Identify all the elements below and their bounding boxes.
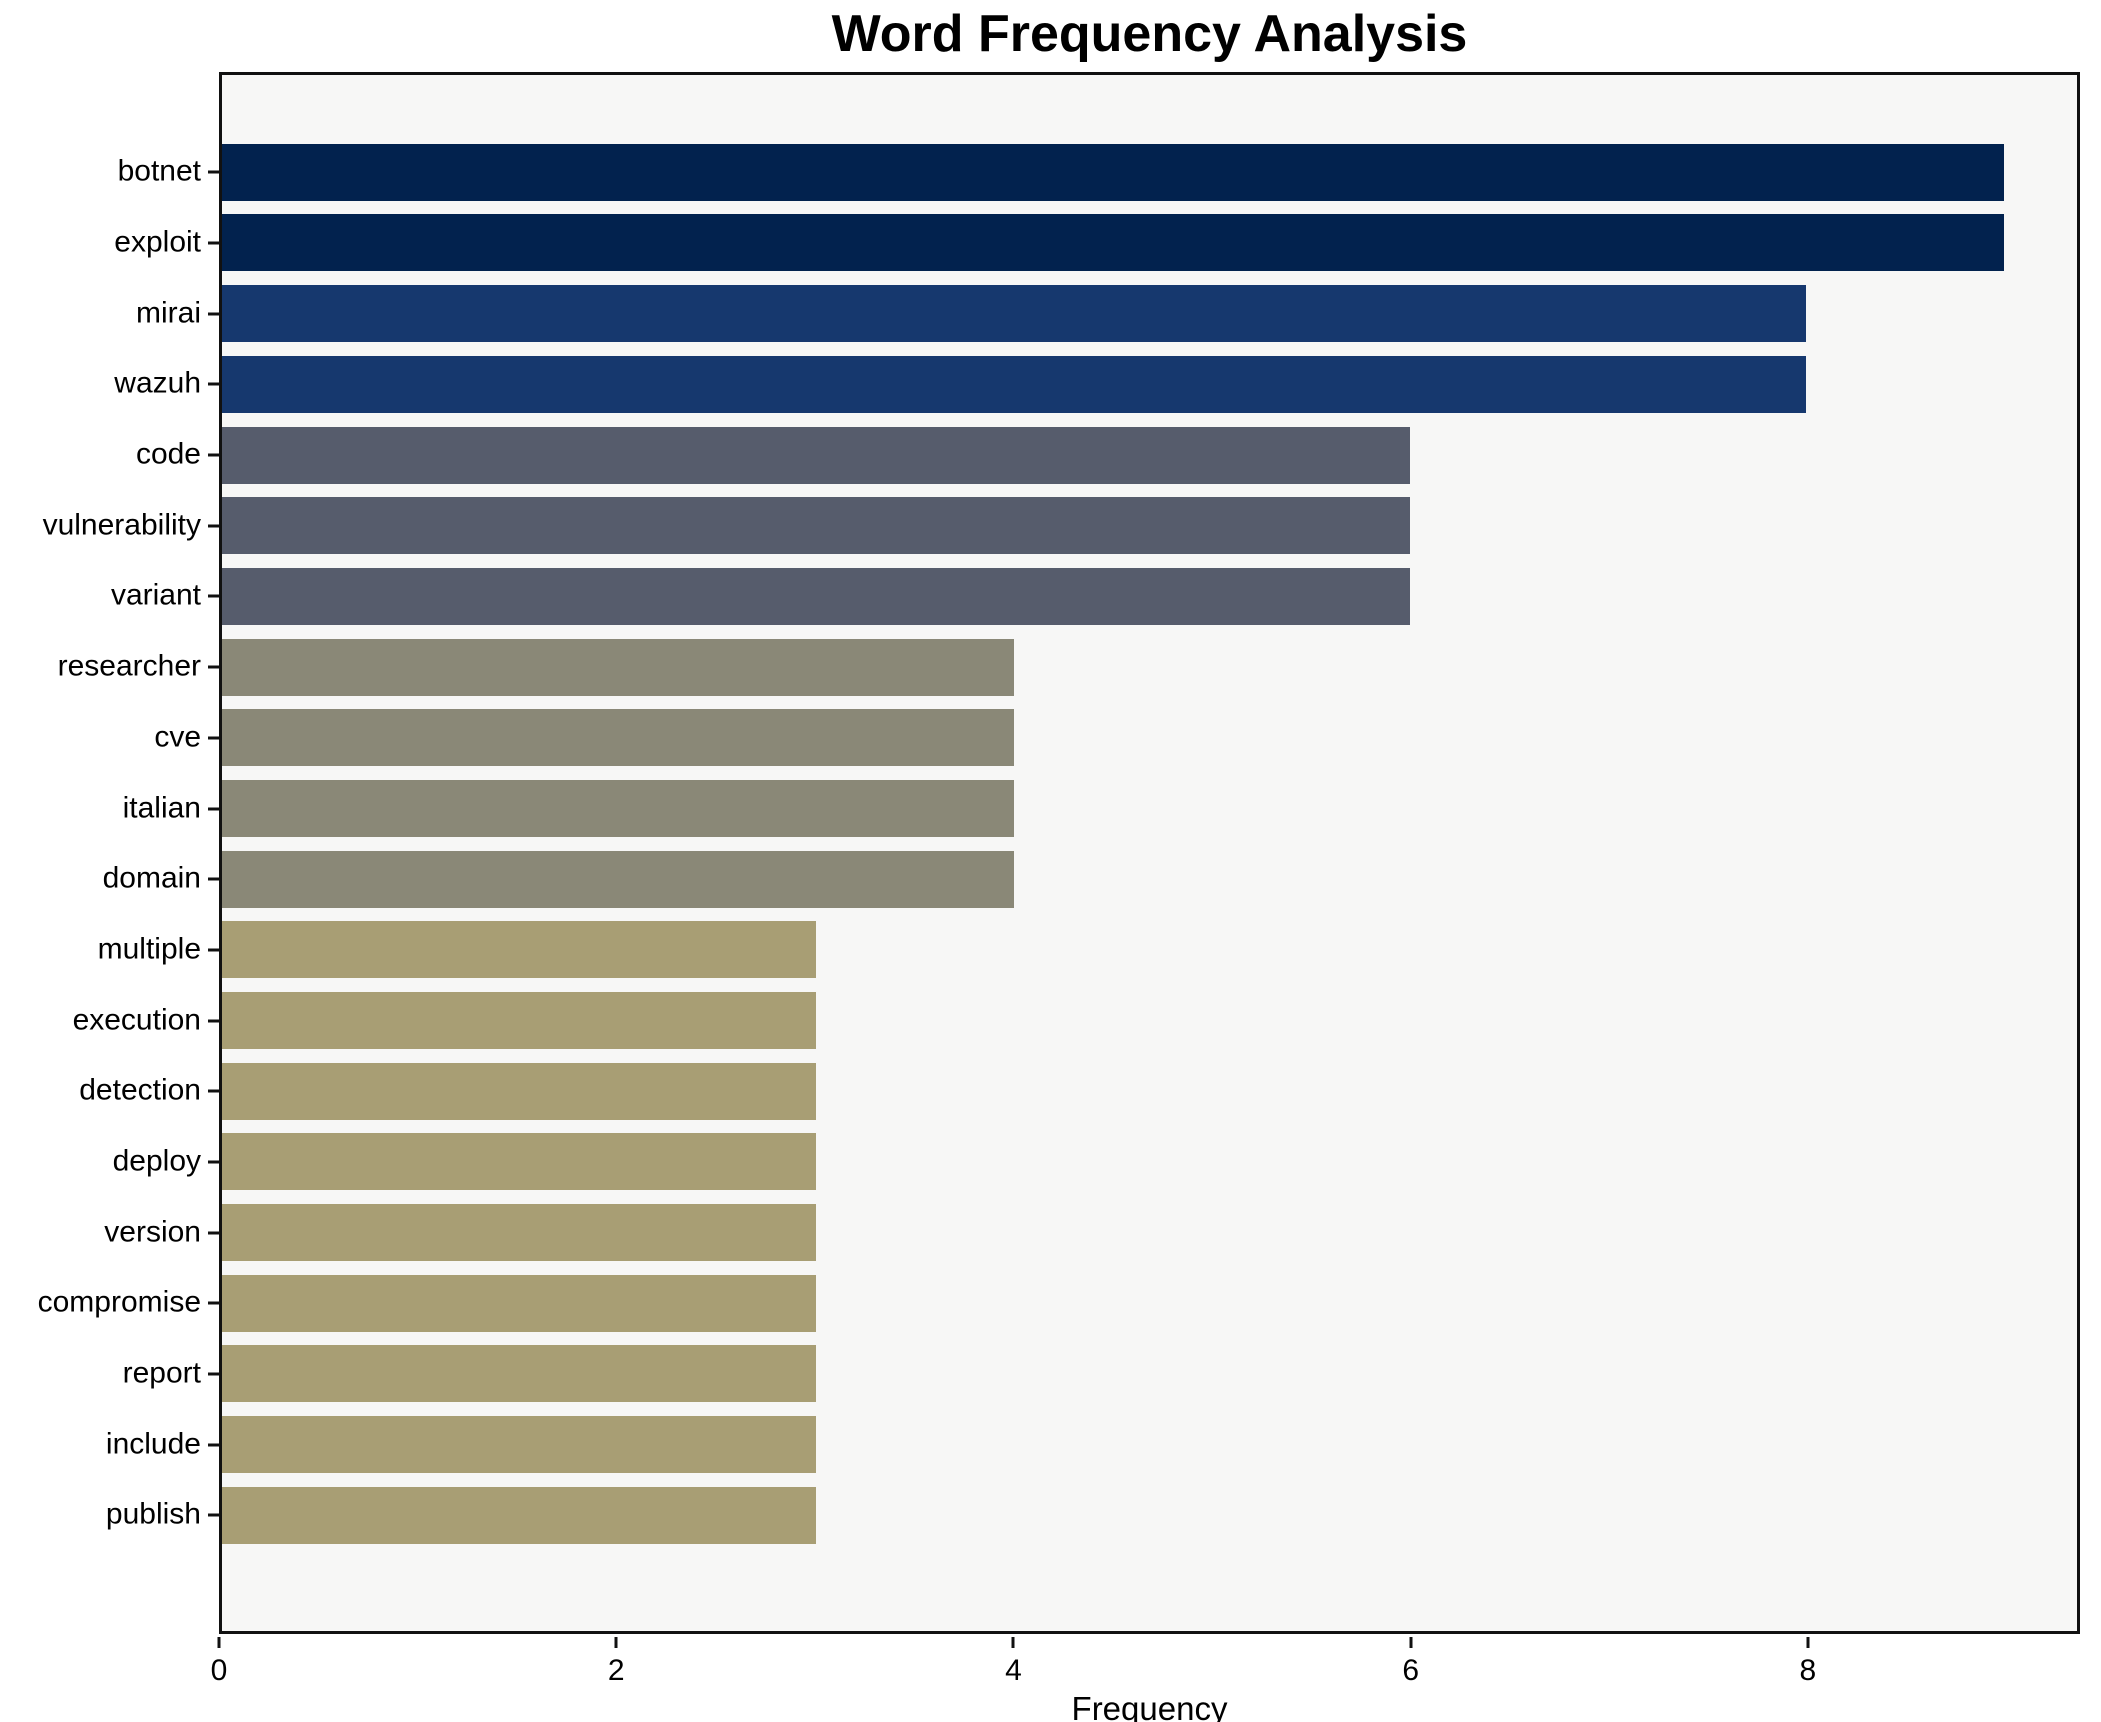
y-tick — [208, 1372, 219, 1376]
bars-container: botnet exploit mirai wazuh code vulnerability… — [38, 75, 2077, 1631]
y-tick — [208, 1231, 219, 1235]
y-tick-label: report — [122, 1356, 201, 1390]
bar-row-detection: detection — [79, 1056, 2077, 1127]
y-tick — [208, 382, 219, 386]
bar — [222, 567, 1410, 625]
y-tick-label: vulnerability — [42, 508, 201, 542]
y-tick — [208, 524, 219, 528]
y-tick-label: deploy — [112, 1144, 201, 1178]
bar-row-researcher: researcher — [58, 632, 2077, 703]
bar-row-compromise: compromise — [38, 1268, 2077, 1339]
bar-row-cve: cve — [154, 703, 2077, 774]
bar — [222, 1062, 816, 1120]
bar — [222, 709, 1014, 767]
plot-wrap: Word Frequency Analysis botnet exploit mir… — [38, 5, 2080, 1722]
y-tick — [208, 807, 219, 811]
y-tick — [208, 312, 219, 316]
bar-row-deploy: deploy — [113, 1127, 2077, 1198]
y-tick — [208, 241, 219, 245]
bar-row-report: report — [123, 1339, 2077, 1410]
bar-row-multiple: multiple — [98, 915, 2077, 986]
y-tick-label: execution — [72, 1002, 201, 1036]
bar-row-italian: italian — [123, 773, 2077, 844]
y-tick — [208, 1019, 219, 1023]
x-tick-label: 2 — [607, 1654, 625, 1687]
bar — [222, 1486, 816, 1544]
y-tick-label: compromise — [37, 1285, 201, 1319]
y-tick-label: researcher — [57, 649, 201, 683]
bar — [222, 638, 1014, 696]
bar — [222, 426, 1410, 484]
y-tick-label: cve — [154, 720, 201, 754]
bar-row-include: include — [106, 1409, 2077, 1480]
y-tick — [208, 1160, 219, 1164]
bar — [222, 779, 1014, 837]
y-tick-label: domain — [102, 861, 201, 895]
bar — [222, 214, 2004, 272]
bar — [222, 921, 816, 979]
x-axis-label: Frequency — [1071, 1690, 1228, 1722]
bar-row-publish: publish — [106, 1480, 2077, 1551]
x-tick-label: 4 — [1005, 1654, 1022, 1687]
bar-row-variant: variant — [111, 561, 2077, 632]
x-tick-label: 8 — [1799, 1654, 1817, 1687]
y-tick-label: botnet — [117, 154, 201, 188]
y-tick-label: exploit — [114, 225, 201, 259]
bar — [222, 355, 1806, 413]
y-tick-label: wazuh — [114, 366, 201, 400]
bar — [222, 285, 1806, 343]
bar-row-mirai: mirai — [136, 278, 2077, 349]
y-tick-label: code — [135, 437, 201, 471]
y-tick — [208, 170, 219, 174]
x-tick — [1011, 1637, 1015, 1648]
y-tick — [208, 1301, 219, 1305]
bar-row-exploit: exploit — [114, 208, 2077, 279]
x-tick — [217, 1637, 221, 1648]
y-tick-label: publish — [105, 1497, 201, 1531]
x-tick — [1409, 1637, 1413, 1648]
bar — [222, 1274, 816, 1332]
y-tick — [208, 453, 219, 457]
y-tick — [208, 736, 219, 740]
x-tick — [614, 1637, 618, 1648]
y-tick — [208, 1089, 219, 1093]
y-tick — [208, 948, 219, 952]
bar — [222, 992, 816, 1050]
y-tick-label: variant — [110, 578, 201, 612]
y-tick-label: version — [104, 1214, 201, 1248]
chart-title: Word Frequency Analysis — [831, 5, 1468, 63]
y-tick — [208, 594, 219, 598]
bar-row-wazuh: wazuh — [114, 349, 2077, 420]
bar-row-execution: execution — [73, 985, 2077, 1056]
bar — [222, 850, 1014, 908]
bar-row-version: version — [104, 1197, 2077, 1268]
y-tick-label: include — [105, 1427, 201, 1461]
y-tick — [208, 1443, 219, 1447]
x-tick — [1806, 1637, 1810, 1648]
bar — [222, 1345, 816, 1403]
plot-area: botnet exploit mirai wazuh code vulnerability… — [38, 72, 2080, 1634]
bar — [222, 1204, 816, 1262]
y-tick — [208, 1513, 219, 1517]
x-tick-label: 0 — [210, 1654, 228, 1687]
bar-row-domain: domain — [103, 844, 2077, 915]
y-tick-label: multiple — [97, 932, 201, 966]
y-tick-label: italian — [122, 790, 201, 824]
bar-row-code: code — [136, 420, 2077, 491]
y-tick-label: mirai — [136, 296, 201, 330]
bar — [222, 143, 2004, 201]
y-tick — [208, 877, 219, 881]
bar — [222, 1416, 816, 1474]
y-tick — [208, 665, 219, 669]
bar — [222, 497, 1410, 555]
bar — [222, 1133, 816, 1191]
bar-row-vulnerability: vulnerability — [43, 490, 2077, 561]
y-tick-label: detection — [79, 1073, 201, 1107]
bar-row-botnet: botnet — [118, 137, 2077, 208]
x-tick-label: 6 — [1402, 1654, 1420, 1687]
